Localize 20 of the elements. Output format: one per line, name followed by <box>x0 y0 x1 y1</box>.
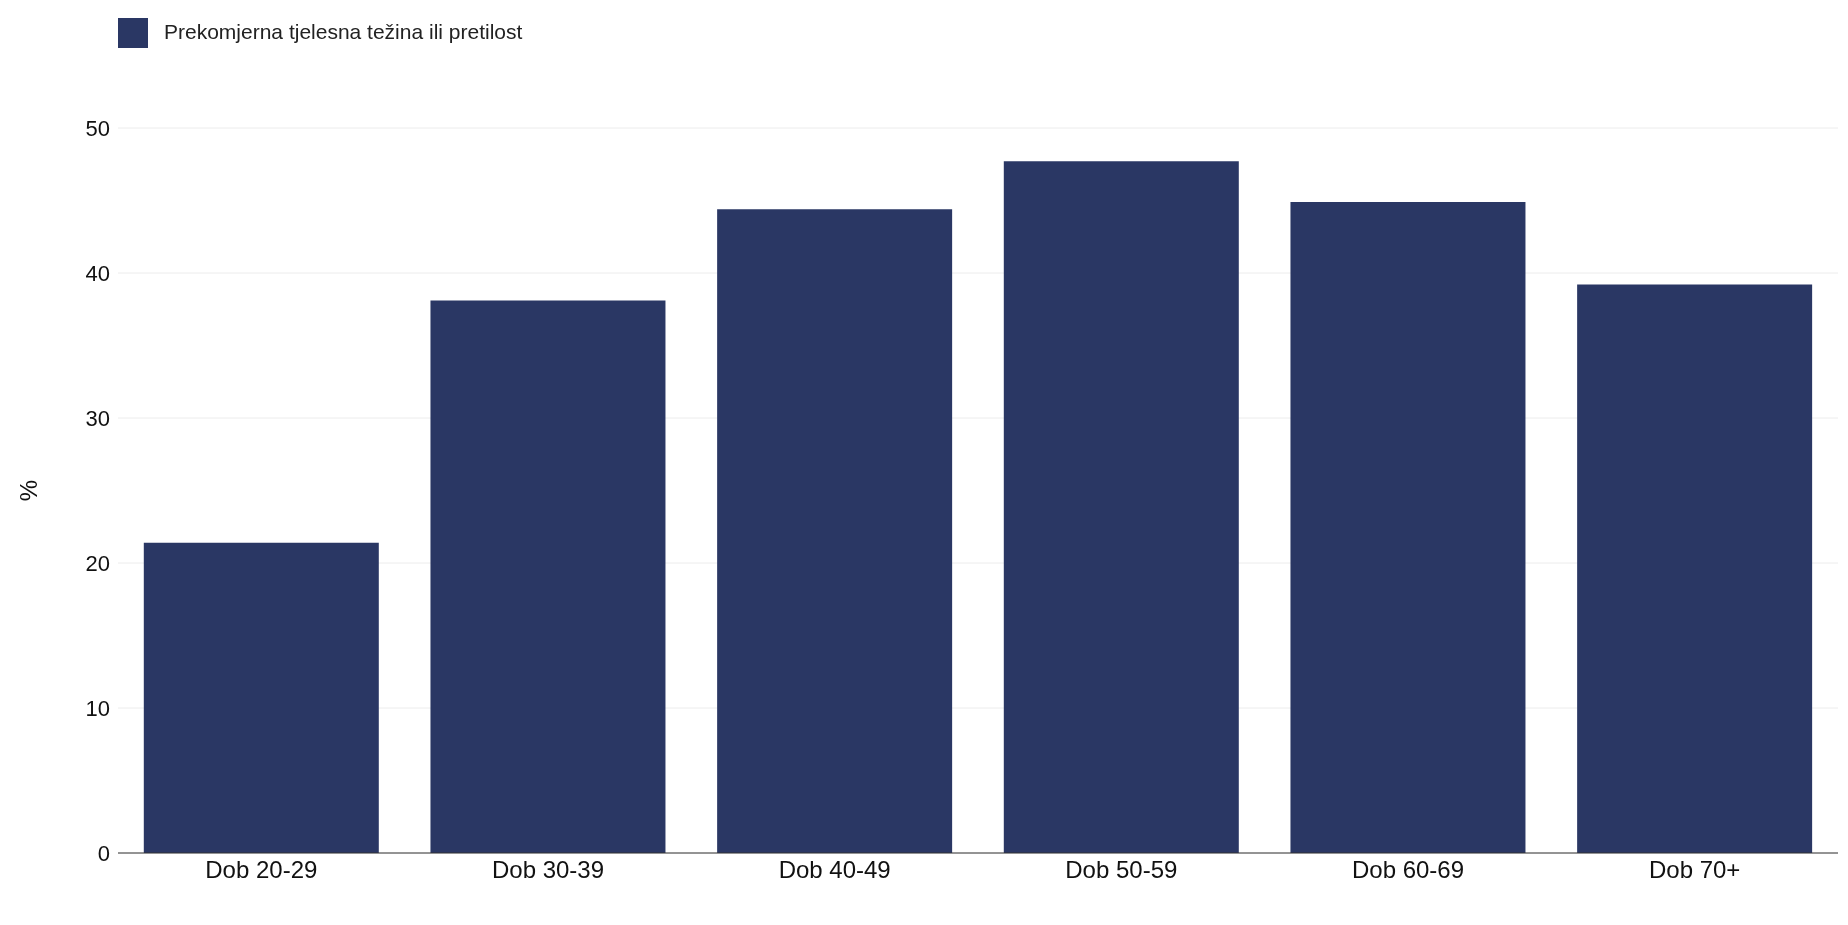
x-tick-label: Dob 40-49 <box>778 856 891 884</box>
x-tick-label: Dob 50-59 <box>1065 856 1178 884</box>
y-tick-label: 10 <box>85 695 110 721</box>
x-tick-label: Dob 60-69 <box>1351 856 1465 884</box>
y-tick-label: 50 <box>85 115 110 141</box>
bar <box>717 209 953 853</box>
y-tick-label: 0 <box>97 840 110 866</box>
y-axis-title: % <box>14 479 42 502</box>
bar <box>1003 161 1239 853</box>
bar <box>1577 284 1813 853</box>
x-tick-label: Dob 20-29 <box>205 856 318 884</box>
bar <box>430 300 666 853</box>
bar <box>143 542 379 853</box>
bar <box>1290 201 1526 853</box>
y-tick-label: 20 <box>85 550 110 576</box>
x-tick-label: Dob 70+ <box>1648 856 1741 884</box>
y-tick-label: 30 <box>85 405 110 431</box>
legend-label: Prekomjerna tjelesna težina ili pretilost <box>164 19 523 43</box>
y-tick-label: 40 <box>85 260 110 286</box>
x-tick-label: Dob 30-39 <box>491 856 605 884</box>
